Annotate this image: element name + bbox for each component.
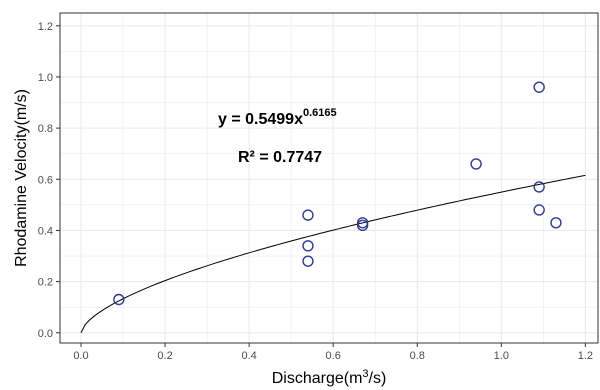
data-point — [302, 240, 314, 252]
x-tick-label: 1.0 — [494, 350, 509, 362]
y-tick-label: 0.4 — [38, 225, 53, 237]
x-axis-title-suffix: /s) — [369, 370, 387, 387]
data-point — [302, 255, 314, 267]
x-axis-title-prefix: Discharge(m — [272, 370, 363, 387]
panel-border — [59, 12, 599, 344]
y-tick-label: 1.0 — [38, 72, 53, 84]
y-tick-label: 0.6 — [38, 174, 53, 186]
x-tick-label: 1.2 — [578, 350, 593, 362]
y-tick-label: 0.2 — [38, 277, 53, 289]
x-tick-label: 0.8 — [410, 350, 425, 362]
equation-annotation: y = 0.5499x0.6165 — [218, 107, 337, 128]
fit-curve-group — [80, 174, 586, 333]
y-tick-label: 0.0 — [38, 328, 53, 340]
r-squared-annotation: R² = 0.7747 — [238, 149, 322, 166]
data-point — [550, 217, 562, 229]
grid-lines — [60, 13, 598, 343]
data-point — [113, 293, 125, 306]
data-points — [113, 81, 562, 306]
x-axis-title: Discharge(m3/s) — [272, 368, 387, 387]
data-point — [533, 81, 545, 93]
data-point — [533, 204, 545, 216]
x-tick-label: 0.4 — [241, 350, 256, 362]
data-point — [533, 181, 545, 193]
equation-base: y = 0.5499x — [218, 111, 303, 128]
x-tick-label: 0.0 — [73, 350, 88, 362]
data-point — [470, 158, 482, 170]
y-tick-label: 1.2 — [38, 21, 53, 33]
x-tick-label: 0.6 — [326, 350, 341, 362]
y-axis-ticks: 0.0 0.2 0.4 0.6 0.8 1.0 1.2 — [38, 21, 60, 340]
equation-exponent: 0.6165 — [303, 107, 337, 119]
fit-curve — [80, 174, 586, 333]
y-tick-label: 0.8 — [38, 123, 53, 135]
x-axis-title-sup: 3 — [362, 368, 368, 380]
data-point — [302, 209, 314, 221]
y-axis-title: Rhodamine Velocity(m/s) — [13, 89, 30, 267]
data-point — [356, 219, 369, 232]
x-axis-ticks: 0.0 0.2 0.4 0.6 0.8 1.0 1.2 — [73, 343, 593, 362]
x-tick-label: 0.2 — [157, 350, 172, 362]
